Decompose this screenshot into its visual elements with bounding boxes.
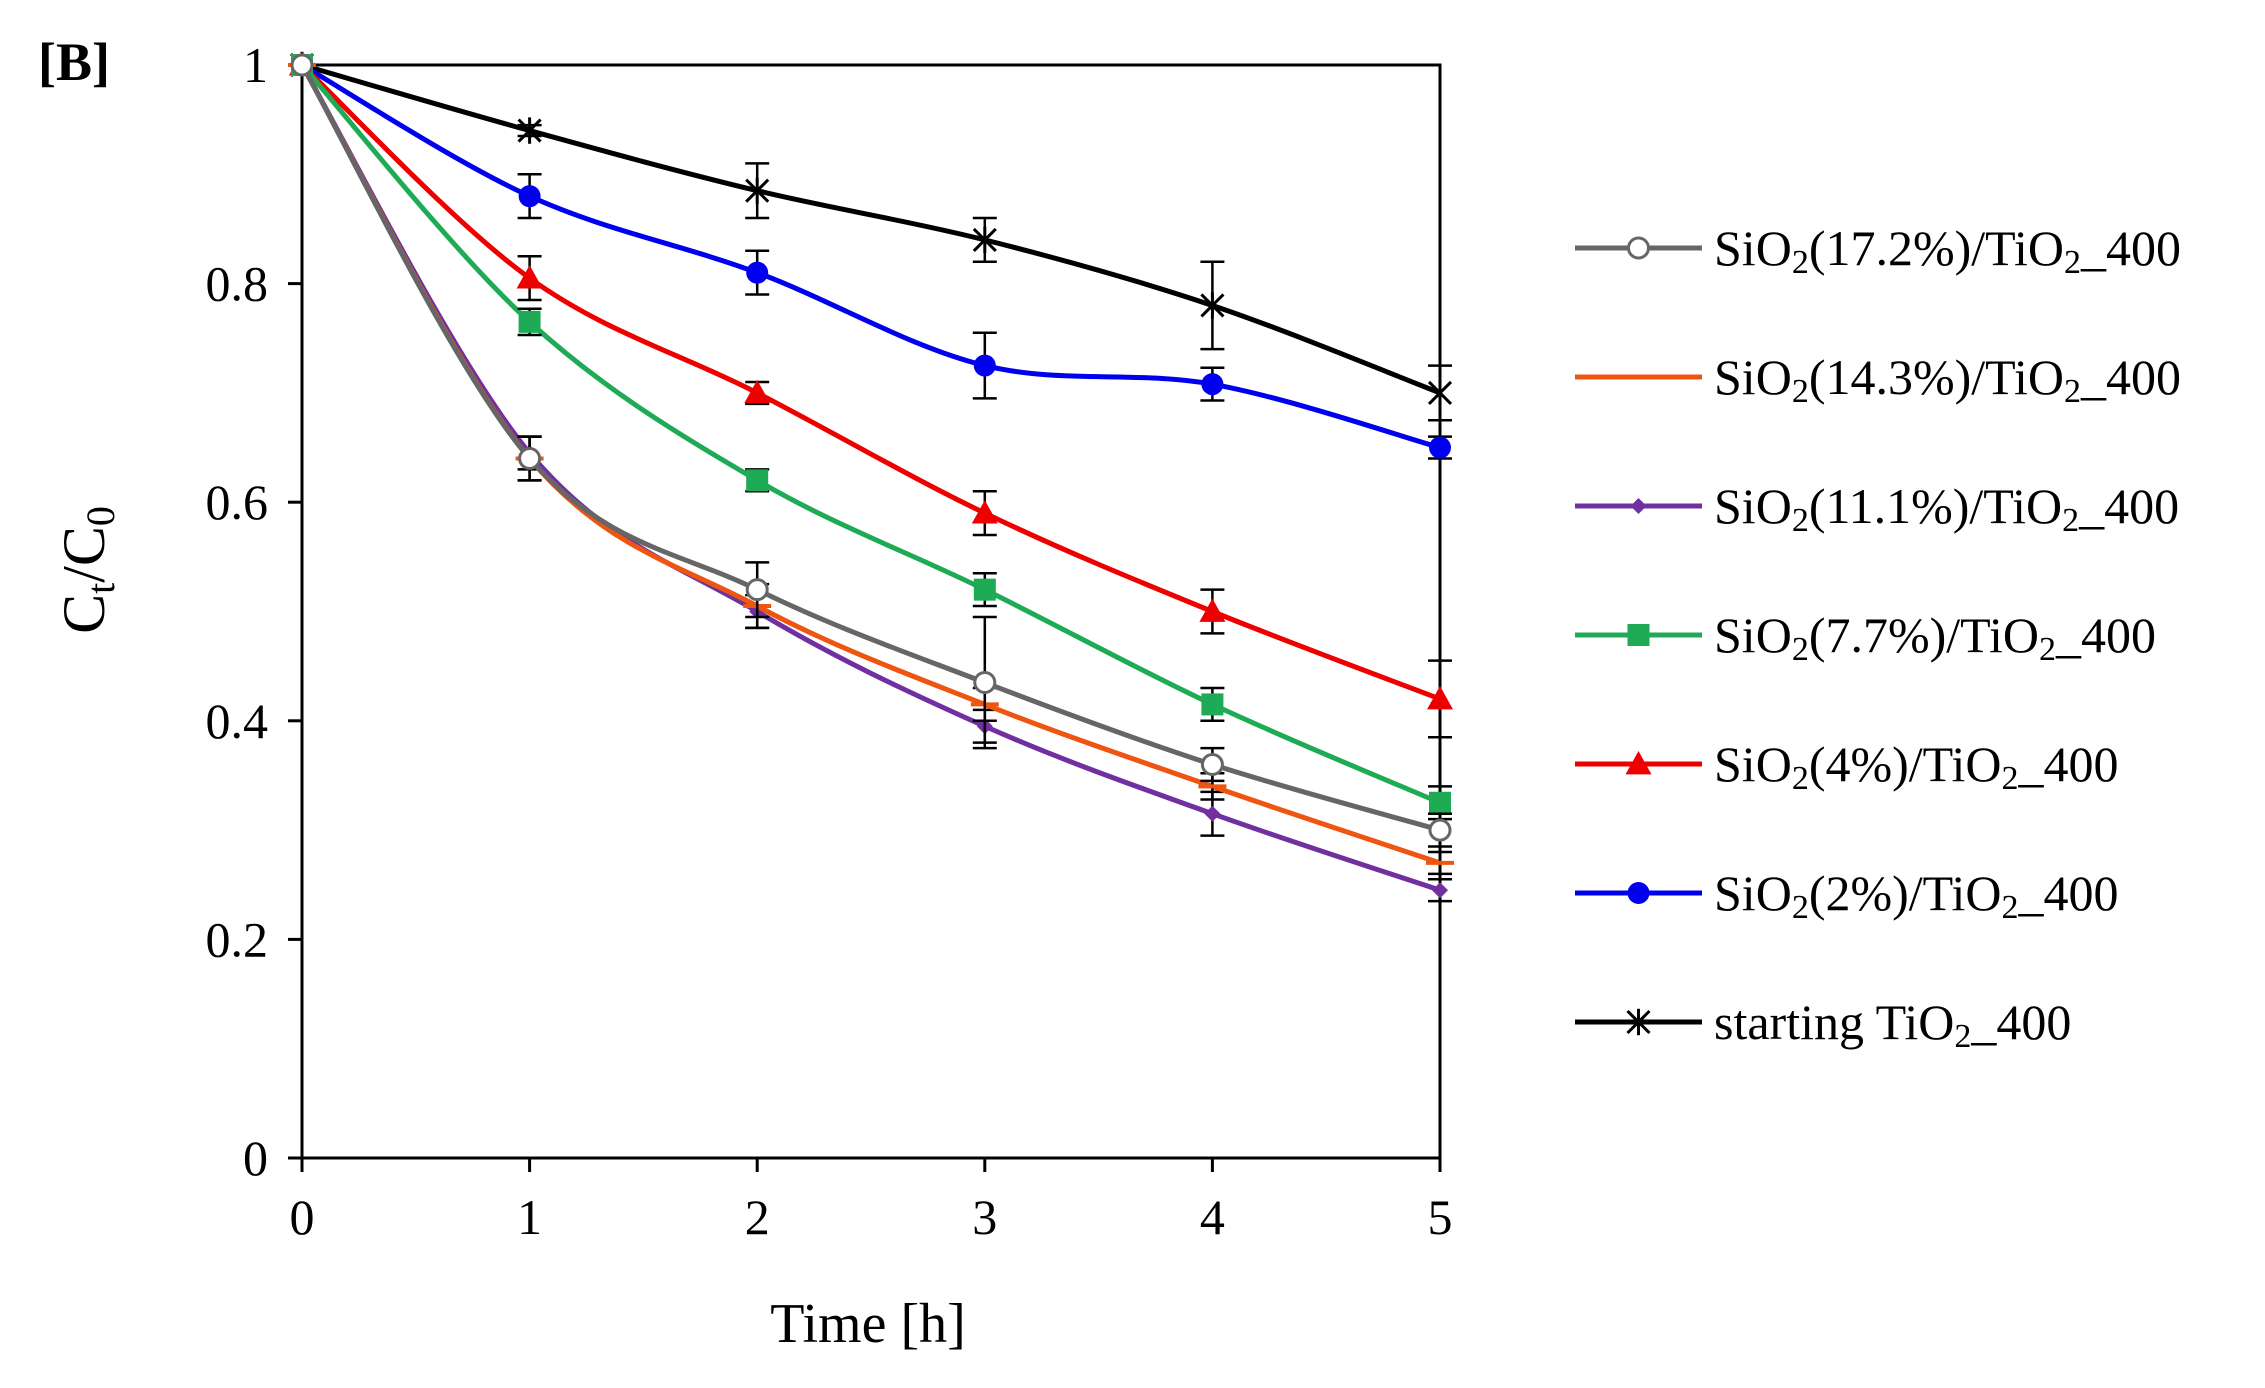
data-point: [1199, 598, 1226, 622]
y-tick-label: 1: [243, 37, 268, 93]
data-point: [1627, 882, 1650, 904]
data-point: [973, 578, 996, 601]
data-point: [1429, 436, 1451, 459]
series-line: [299, 63, 1441, 893]
x-tick-label: 0: [290, 1189, 315, 1245]
data-point: [745, 578, 769, 602]
data-point: [973, 354, 996, 377]
x-tick-label: 3: [972, 1189, 997, 1245]
legend-label: starting TiO2_400: [1714, 994, 2071, 1055]
data-point: [744, 379, 771, 404]
x-tick-label: 1: [517, 1189, 542, 1245]
data-point: [973, 671, 997, 695]
series-6: [289, 51, 1453, 422]
data-point: [1625, 751, 1652, 775]
legend-label: SiO2(17.2%)/TiO2_400: [1714, 220, 2181, 281]
y-label-sub-t: t: [78, 583, 123, 594]
data-point: [746, 261, 769, 284]
y-label-c: C: [51, 594, 117, 634]
legend-entry-0: SiO2(17.2%)/TiO2_400: [1575, 220, 2181, 281]
panel-label: [B]: [38, 32, 110, 92]
legend-entry-3: SiO2(7.7%)/TiO2_400: [1575, 607, 2156, 668]
series-line: [300, 63, 1441, 806]
series-0: [290, 53, 1452, 848]
legend-entry-2: SiO2(11.1%)/TiO2_400: [1575, 478, 2179, 539]
legend-label: SiO2(14.3%)/TiO2_400: [1714, 349, 2181, 410]
y-tick-label: 0.4: [206, 693, 269, 749]
data-point: [290, 53, 314, 77]
data-point: [972, 226, 997, 254]
series-4: [289, 52, 1453, 739]
data-point: [1630, 498, 1647, 514]
data-point: [1627, 236, 1650, 260]
data-point: [1429, 791, 1451, 814]
data-point: [1428, 818, 1452, 842]
data-point: [971, 500, 998, 524]
y-label-slash: /: [51, 566, 117, 583]
series-2: [294, 57, 1452, 903]
x-tick-label: 4: [1200, 1189, 1225, 1245]
legend-label: SiO2(7.7%)/TiO2_400: [1714, 607, 2156, 668]
data-point: [1200, 292, 1225, 319]
data-point: [517, 117, 542, 144]
data-point: [518, 310, 541, 333]
legend-label: SiO2(11.1%)/TiO2_400: [1714, 478, 2179, 539]
series-3: [291, 54, 1452, 821]
legend-label: SiO2(2%)/TiO2_400: [1714, 865, 2118, 926]
data-point: [745, 177, 770, 204]
y-tick-label: 0.8: [206, 256, 269, 312]
legend-entry-5: SiO2(2%)/TiO2_400: [1575, 865, 2118, 926]
data-point: [1200, 753, 1224, 777]
y-axis-label: Ct/C0: [51, 506, 123, 634]
data-point: [516, 265, 543, 289]
legend-entry-1: SiO2(14.3%)/TiO2_400: [1575, 349, 2181, 410]
legend-entry-6: starting TiO2_400: [1575, 994, 2071, 1055]
data-point: [1201, 693, 1224, 716]
series-1: [288, 63, 1454, 876]
data-point: [1432, 882, 1448, 899]
y-tick-label: 0.6: [206, 474, 269, 530]
plot-frame: [300, 63, 1442, 1160]
data-point: [1427, 685, 1453, 710]
data-point: [518, 185, 541, 208]
legend-label: SiO2(4%)/TiO2_400: [1714, 736, 2118, 797]
x-tick-label: 5: [1428, 1189, 1453, 1245]
x-axis-label: Time [h]: [770, 1293, 966, 1355]
plot-area: 0 0.2 0.4 0.6 0.8 1 0 1 2 3 4 5: [206, 37, 1454, 1245]
series-line: [300, 62, 1441, 450]
legend: SiO2(17.2%)/TiO2_400 SiO2(14.3%)/TiO2_400…: [1575, 220, 2181, 1055]
data-point: [1204, 805, 1221, 822]
series-line: [299, 63, 1441, 866]
x-tick-label: 2: [745, 1189, 770, 1245]
series-line: [300, 63, 1441, 702]
series-line: [301, 62, 1441, 396]
data-point: [1626, 1008, 1651, 1036]
data-point: [746, 469, 769, 492]
series-line: [299, 63, 1441, 833]
y-tick-label: 0.2: [206, 911, 269, 967]
data-point: [518, 446, 542, 470]
y-tick-label: 0: [243, 1130, 268, 1186]
data-point: [1201, 373, 1224, 396]
data-point: [1627, 624, 1650, 646]
y-label-c0: C: [51, 526, 117, 566]
y-label-sub-0: 0: [78, 506, 123, 526]
data-point: [1427, 379, 1453, 407]
legend-entry-4: SiO2(4%)/TiO2_400: [1575, 736, 2118, 797]
